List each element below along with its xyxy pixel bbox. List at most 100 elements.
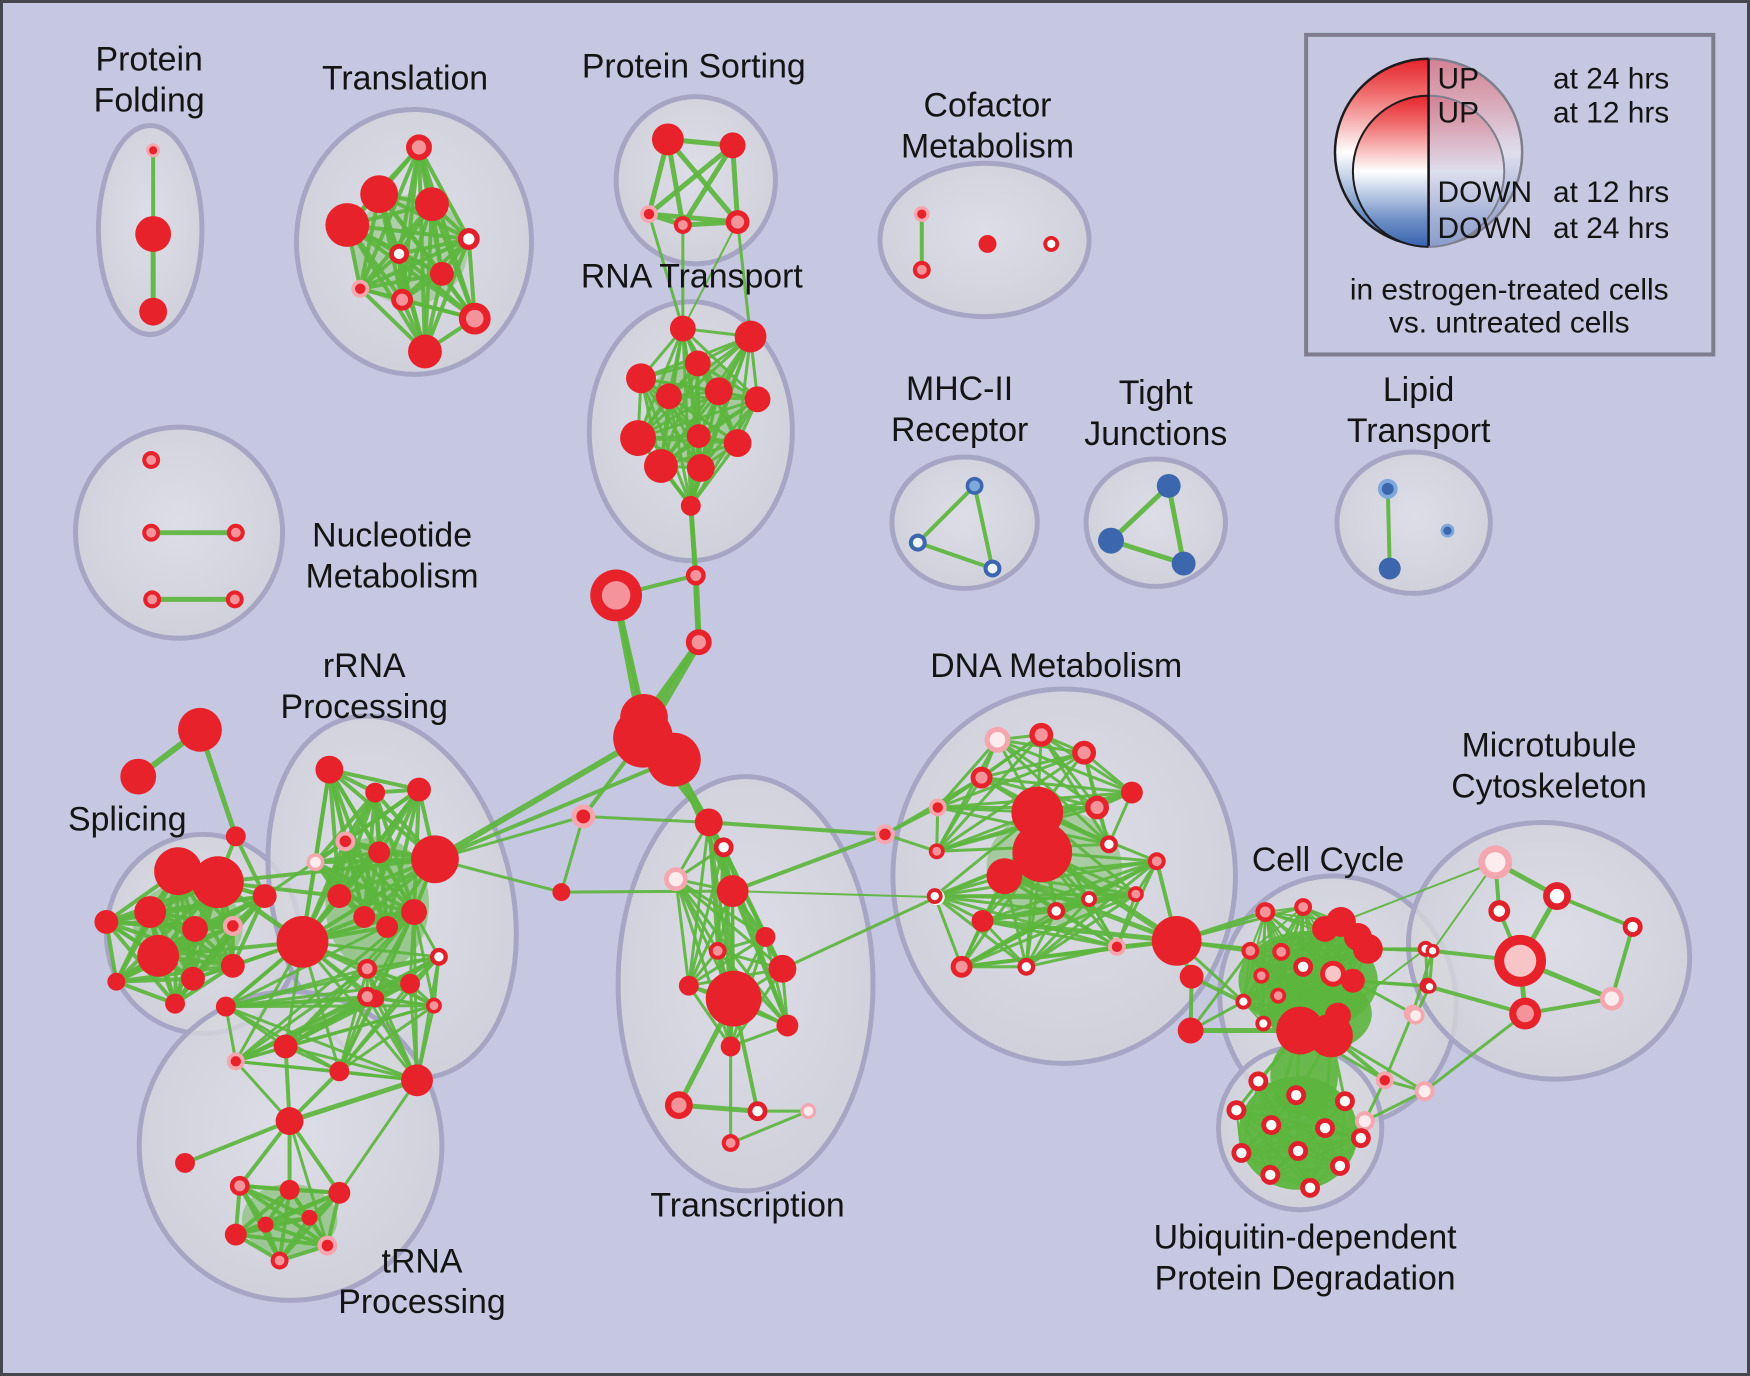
- node-outer: [1120, 781, 1143, 804]
- edge: [1240, 1127, 1327, 1154]
- node-outer: [429, 261, 454, 286]
- cluster-label-translation: Translation: [322, 60, 488, 98]
- cluster-label-dna-metabolism: DNA Metabolism: [930, 647, 1182, 685]
- edge: [559, 814, 585, 894]
- node-outer: [215, 996, 236, 1017]
- edge: [687, 845, 726, 988]
- edge: [263, 839, 347, 898]
- edge: [224, 967, 369, 1009]
- node-outer: [1151, 916, 1202, 966]
- edge: [287, 1077, 420, 1124]
- node-inner: [576, 809, 591, 824]
- edge: [980, 776, 1134, 795]
- cluster-ellipse-tight-junctions: [1083, 456, 1228, 589]
- edge: [230, 894, 267, 968]
- node-outer: [971, 910, 994, 932]
- edge: [1339, 861, 1497, 923]
- node-inner: [1131, 889, 1141, 899]
- node-inner: [1504, 944, 1537, 977]
- edge: [681, 327, 693, 508]
- edge: [432, 757, 676, 862]
- edge: [736, 220, 753, 339]
- node-inner: [1231, 1104, 1242, 1116]
- legend: UP at 24 hrs UP at 12 hrs DOWN at 12 hrs DOWN a…: [1304, 32, 1716, 357]
- node-outer: [400, 973, 420, 994]
- node-outer: [134, 896, 167, 928]
- node-outer: [301, 1209, 318, 1226]
- edge: [224, 1005, 419, 1082]
- node-inner: [1290, 1090, 1302, 1101]
- cluster-label-ubiquitin-degradation: Ubiquitin-dependent: [1154, 1219, 1458, 1257]
- node-outer: [276, 916, 329, 968]
- node-inner: [1443, 526, 1452, 535]
- node-outer: [154, 847, 202, 896]
- node-inner: [229, 594, 240, 605]
- node-outer: [401, 1064, 433, 1097]
- node-outer: [655, 383, 682, 410]
- node-inner: [1245, 945, 1256, 956]
- edge: [915, 540, 995, 571]
- node-inner: [434, 952, 444, 962]
- legend-bicircle-half: [1428, 57, 1524, 248]
- node-outer: [755, 926, 776, 947]
- node-inner: [1297, 961, 1309, 972]
- edge: [972, 483, 995, 571]
- edge: [234, 967, 369, 1063]
- node-inner: [1151, 856, 1162, 867]
- node-outer: [365, 782, 386, 803]
- node-outer: [275, 1107, 304, 1136]
- cluster-label-microtubule-cytoskeleton: Microtubule: [1462, 727, 1637, 765]
- edge: [915, 483, 977, 545]
- edge: [288, 1119, 329, 1248]
- edge: [680, 142, 736, 228]
- node-outer: [552, 883, 571, 902]
- edge: [687, 820, 711, 988]
- edge: [1385, 486, 1392, 571]
- cluster-label-cell-cycle: Cell Cycle: [1252, 841, 1404, 879]
- cluster-label-cofactor-metabolism: Metabolism: [901, 127, 1074, 165]
- edge: [358, 236, 471, 291]
- node-inner: [227, 920, 239, 932]
- node-inner: [1319, 1122, 1331, 1134]
- edge: [114, 979, 178, 1006]
- node-inner: [1324, 965, 1342, 982]
- edge: [233, 1232, 330, 1248]
- edge: [729, 1109, 810, 1145]
- node-inner: [1485, 852, 1506, 873]
- node-inner: [1355, 1132, 1367, 1144]
- node-inner: [1334, 1160, 1346, 1172]
- cluster-label-rrna-processing: rRNA: [323, 647, 406, 685]
- cluster-label-nucleotide-metabolism: Metabolism: [306, 557, 479, 595]
- node-outer: [139, 297, 168, 326]
- edge: [1166, 483, 1187, 567]
- node-outer: [224, 1223, 247, 1246]
- edge: [1249, 906, 1305, 952]
- node-outer: [694, 808, 723, 837]
- node-outer: [107, 972, 126, 991]
- edge: [960, 897, 1091, 969]
- edge: [1269, 1164, 1341, 1176]
- node-outer: [1177, 1017, 1204, 1044]
- node-inner: [601, 581, 631, 610]
- node-outer: [376, 916, 399, 938]
- legend-direction-label: DOWN: [1438, 212, 1533, 245]
- edge: [1609, 924, 1635, 1001]
- edge: [224, 1004, 436, 1009]
- edge: [233, 1187, 292, 1237]
- node-inner: [355, 283, 366, 294]
- node-outer: [744, 386, 771, 413]
- edge: [1054, 909, 1119, 949]
- node-inner: [987, 563, 998, 574]
- node-outer: [720, 1036, 741, 1057]
- node-inner: [1604, 991, 1619, 1006]
- edge: [1242, 965, 1305, 1003]
- edge: [1039, 733, 1111, 846]
- edge: [674, 877, 767, 939]
- node-outer: [329, 1061, 350, 1082]
- node-inner: [975, 771, 988, 784]
- node-inner: [1304, 1182, 1316, 1193]
- node-outer: [273, 1034, 298, 1059]
- legend-caption: in estrogen-treated cells: [1350, 274, 1669, 307]
